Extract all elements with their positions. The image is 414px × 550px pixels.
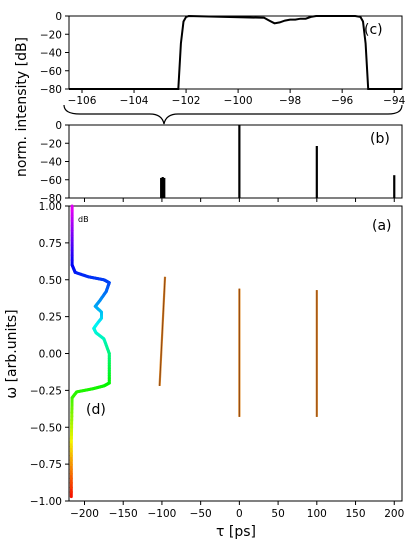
panel-a-frame	[68, 205, 403, 502]
panel-b-frame	[68, 124, 403, 199]
panel-c-y-tick-label: −80	[40, 84, 62, 96]
panel-c-x-tick-label: −100	[224, 95, 253, 107]
shared-y-label: norm. intensity [dB]	[14, 37, 30, 177]
panel-b: 0 −20 −40 −60 −80 (b)	[40, 120, 403, 205]
panel-a-y-tick-label: 0.75	[39, 238, 62, 250]
panel-a-y-tick-label: −0.25	[30, 385, 62, 397]
panel-c-frame	[68, 15, 403, 90]
panel-a-x-tick-label: 0	[236, 508, 243, 520]
panel-b-label: (b)	[370, 131, 390, 147]
panel-a-y-tick-label: 0.25	[39, 312, 62, 324]
panel-c: 0−20−40−60−80 −106 −104 −102 −100 −98 −96 −94 …	[40, 11, 406, 107]
panel-b-y-tick-label: −60	[40, 175, 62, 187]
panel-a-y-tick-label: −0.50	[30, 422, 62, 434]
panel-c-y-tick-label: 0	[55, 11, 62, 23]
panel-c-y-ticks: 0 −20 −40 −60 −80	[40, 11, 69, 96]
panel-c-y-tick-label: −60	[40, 66, 62, 78]
panel-a-y-tick-label: 0.50	[39, 275, 62, 287]
panel-c-x-tick-label: −98	[279, 95, 301, 107]
panel-a-chirp-segments	[158, 276, 318, 417]
panel-b-spectral-lines	[160, 125, 396, 198]
panel-a-y-ticks: 1.00 0.75 0.50 0.25 0.00 −0.25 −0.50 −0.75 −1.00	[30, 201, 69, 508]
panel-b-x-ticks	[83, 198, 395, 202]
panel-b-y-tick-label: −80	[40, 193, 62, 205]
panel-a-x-tick-label: −150	[109, 508, 138, 520]
panel-a-x-tick-label: 50	[271, 508, 284, 520]
panel-c-x-ticks: −106 −104 −102 −100 −98 −96 −94	[68, 89, 406, 107]
chirp-segment	[159, 276, 166, 386]
panel-b-y-tick-label: 0	[55, 120, 62, 132]
panel-a-y-tick-label: −0.75	[30, 459, 62, 471]
panel-a-spectrum-curve	[69, 204, 111, 499]
panel-a-x-tick-label: −200	[70, 508, 99, 520]
panel-a: 1.00 0.75 0.50 0.25 0.00 −0.25 −0.50 −0.75 −1.00…	[4, 201, 404, 540]
panel-a-x-tick-label: −50	[190, 508, 212, 520]
panel-a-x-tick-label: −100	[148, 508, 177, 520]
zoom-brace	[63, 104, 403, 125]
panel-c-x-tick-label: −102	[172, 95, 201, 107]
panel-a-y-tick-label: 1.00	[39, 201, 62, 213]
panel-b-y-ticks: 0 −20 −40 −60 −80	[40, 120, 69, 205]
panel-c-curve	[69, 14, 402, 90]
panel-c-label: (c)	[364, 22, 383, 38]
panel-a-x-ticks: −200 −150 −100 −50 0 50 100 150 200	[70, 501, 404, 520]
panel-c-y-tick-label: −40	[40, 48, 62, 60]
panel-a-x-tick-label: 200	[384, 508, 404, 520]
spectrum-db-label: dB	[78, 215, 89, 224]
panel-b-y-tick-label: −20	[40, 138, 62, 150]
panel-b-y-tick-label: −40	[40, 157, 62, 169]
panel-a-y-tick-label: 0.00	[39, 349, 62, 361]
panel-a-label: (a)	[372, 218, 392, 234]
panel-a-x-tick-label: 150	[346, 508, 366, 520]
panel-c-y-tick-label: −20	[40, 29, 62, 41]
panel-a-y-title: ω [arb.units]	[4, 309, 20, 398]
panel-c-x-tick-label: −104	[120, 95, 149, 107]
panel-d-label: (d)	[86, 402, 106, 418]
panel-c-x-tick-label: −94	[383, 95, 405, 107]
panel-a-x-tick-label: 100	[307, 508, 327, 520]
panel-a-y-tick-label: −1.00	[30, 496, 62, 508]
panel-c-x-tick-label: −96	[331, 95, 353, 107]
panel-c-x-tick-label: −106	[68, 95, 97, 107]
panel-a-x-title: τ [ps]	[216, 524, 256, 540]
